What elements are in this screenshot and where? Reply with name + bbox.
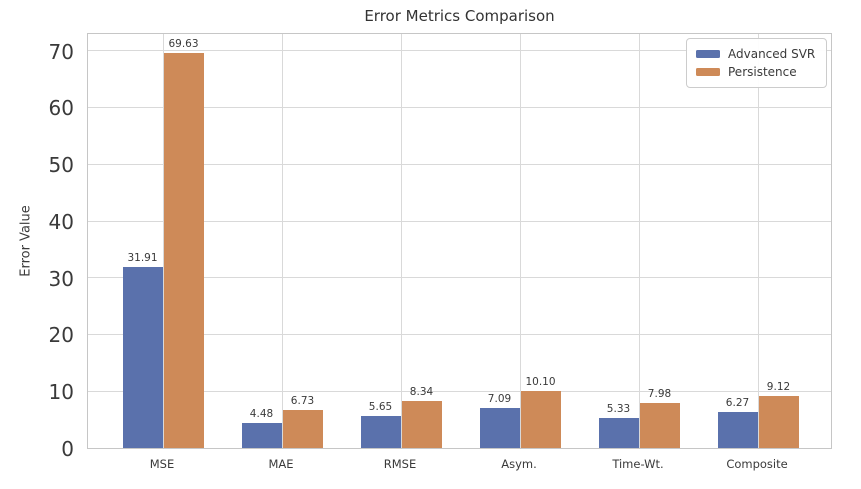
horizontal-gridline: [88, 163, 831, 165]
bar-persistence-composite: [758, 396, 799, 448]
legend: Advanced SVR Persistence: [686, 38, 828, 88]
vertical-gridline: [281, 34, 283, 448]
vertical-gridline: [638, 34, 640, 448]
horizontal-gridline: [88, 277, 831, 279]
bar-advanced-svr-asym-: [479, 407, 520, 448]
bar-advanced-svr-rmse: [360, 415, 401, 448]
bar-value-label: 6.73: [290, 394, 315, 407]
y-tick-label: 0: [61, 437, 74, 461]
bar-value-label: 7.98: [647, 387, 672, 400]
legend-swatch-icon: [696, 68, 720, 76]
bar-value-label: 4.48: [249, 407, 274, 420]
chart-title: Error Metrics Comparison: [364, 7, 555, 25]
bar-persistence-mse: [163, 52, 204, 448]
x-tick-label-time-wt-: Time-Wt.: [612, 457, 664, 471]
x-tick-label-mae: MAE: [268, 457, 294, 471]
bar-advanced-svr-mse: [122, 266, 163, 448]
bar-advanced-svr-composite: [717, 412, 758, 448]
legend-item-advanced-svr: Advanced SVR: [696, 45, 815, 63]
bar-persistence-mae: [282, 409, 323, 448]
legend-item-persistence: Persistence: [696, 63, 815, 81]
y-tick-label: 40: [48, 209, 74, 234]
horizontal-gridline: [88, 220, 831, 222]
bar-persistence-rmse: [401, 400, 442, 448]
x-tick-label-rmse: RMSE: [383, 457, 417, 471]
bar-persistence-asym-: [520, 390, 561, 448]
y-tick-label: 70: [48, 39, 74, 64]
bar-value-label: 69.63: [168, 37, 199, 50]
plot-area: 31.91 69.63 4.48 6.73 5.65 8.34 7.09 10.10 5.33 7…: [87, 33, 832, 449]
bar-value-label: 8.34: [409, 385, 434, 398]
bar-value-label: 9.12: [766, 381, 791, 394]
bar-value-label: 5.65: [368, 400, 393, 413]
x-tick-label-asym-: Asym.: [501, 457, 537, 471]
bar-persistence-time-wt-: [639, 402, 680, 448]
y-tick-label: 20: [48, 323, 74, 348]
horizontal-gridline: [88, 334, 831, 335]
x-tick-label-composite: Composite: [726, 457, 788, 471]
bar-value-label: 10.10: [525, 375, 556, 388]
bar-advanced-svr-mae: [241, 422, 282, 448]
horizontal-gridline: [88, 50, 831, 52]
vertical-gridline: [162, 34, 164, 448]
y-tick-label: 10: [48, 380, 74, 405]
bar-advanced-svr-time-wt-: [598, 417, 639, 448]
vertical-gridline: [519, 34, 521, 448]
bar-value-label: 7.09: [487, 392, 512, 405]
legend-swatch-icon: [696, 50, 720, 58]
y-tick-label: 50: [48, 153, 74, 178]
y-tick-label: 30: [48, 266, 74, 291]
bar-value-label: 5.33: [606, 402, 631, 415]
legend-label: Advanced SVR: [728, 47, 816, 61]
vertical-gridline: [757, 34, 759, 448]
bar-value-label: 6.27: [725, 397, 750, 410]
legend-label: Persistence: [728, 65, 797, 79]
horizontal-gridline: [88, 390, 831, 392]
y-tick-label: 60: [48, 96, 74, 121]
bar-value-label: 31.91: [127, 251, 158, 264]
vertical-gridline: [400, 34, 402, 448]
x-tick-label-mse: MSE: [149, 457, 175, 471]
horizontal-gridline: [88, 106, 831, 108]
